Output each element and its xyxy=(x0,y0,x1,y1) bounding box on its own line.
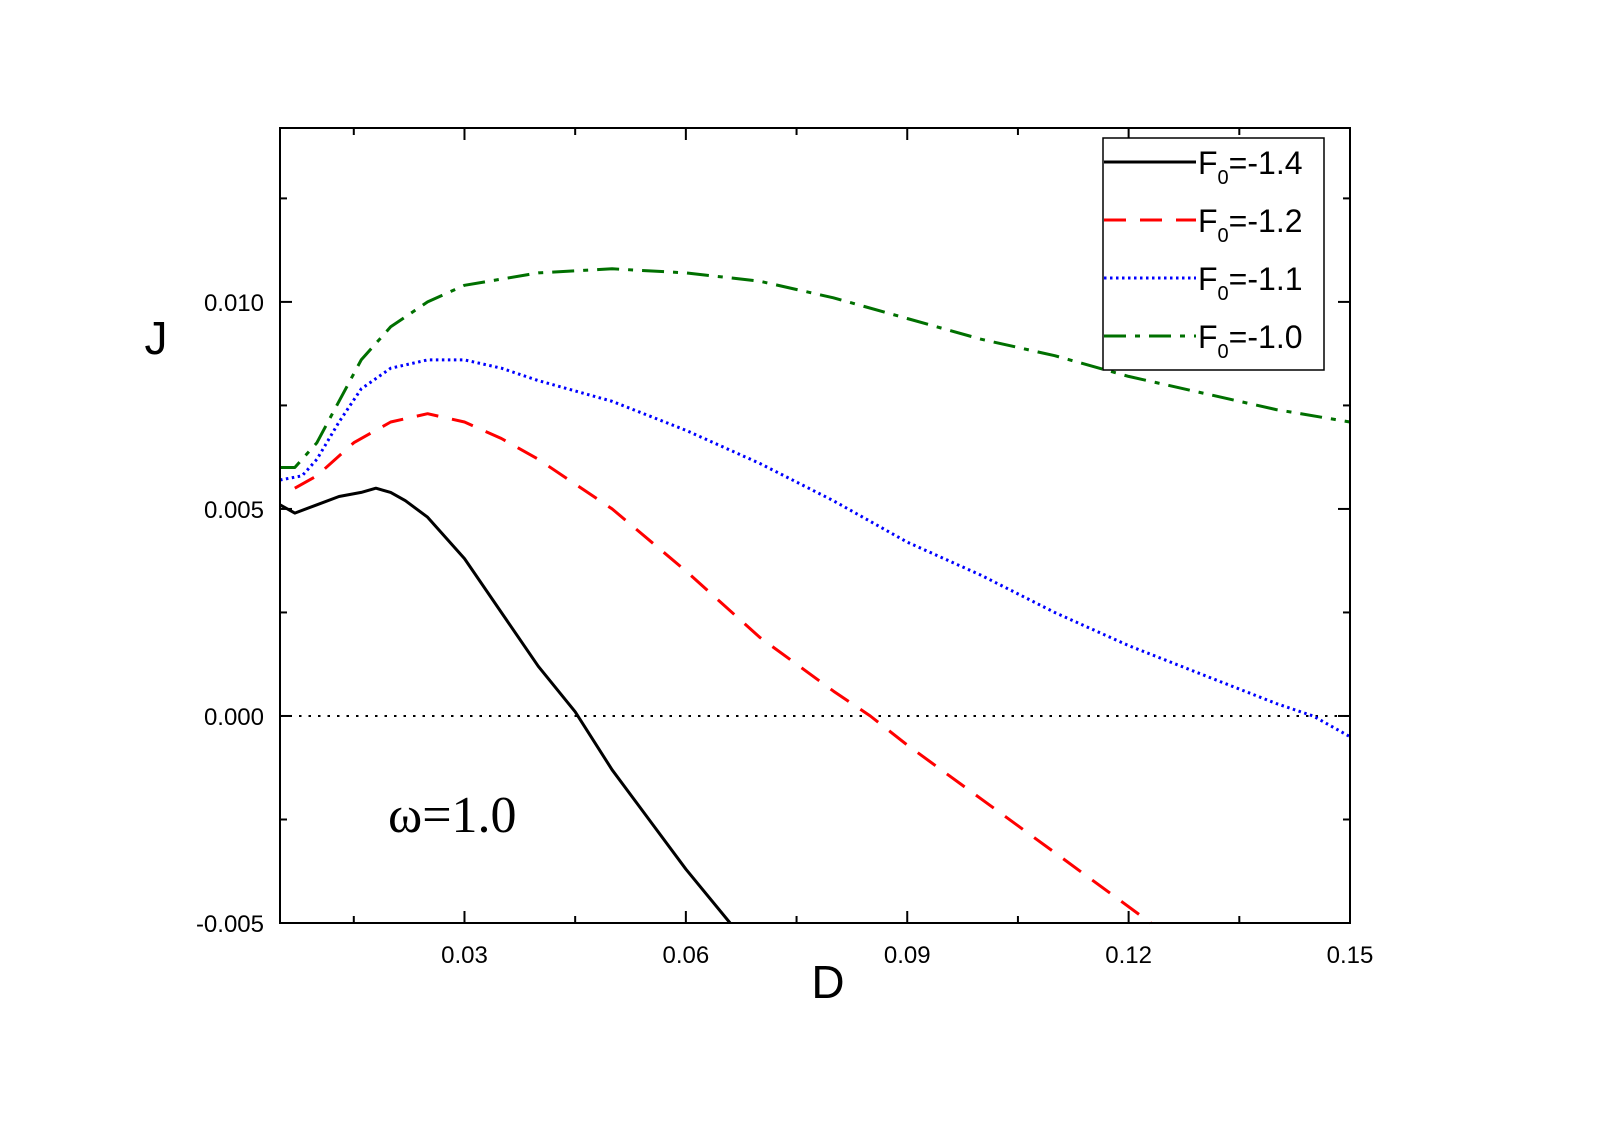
series-line-1 xyxy=(279,486,732,924)
x-tick-label: 0.03 xyxy=(441,942,488,969)
x-tick-label: 0.09 xyxy=(884,942,931,969)
x-tick-label: 0.12 xyxy=(1105,942,1152,969)
legend: F0=-1.4 F0=-1.2 F0=-1.1 F0=-1.0 xyxy=(1102,137,1325,371)
ticks-layer: 0.03 0.06 0.09 0.12 0.15 -0.005 0.000 0.005 0.01… xyxy=(196,128,1373,969)
legend-label-1: F0=-1.4 xyxy=(1198,145,1303,189)
x-tick-label: 0.15 xyxy=(1327,942,1374,969)
y-tick-label: 0.010 xyxy=(204,290,264,317)
y-tick-label: -0.005 xyxy=(196,911,264,938)
y-tick-label: 0.000 xyxy=(204,704,264,731)
y-axis-title: J xyxy=(145,312,168,364)
legend-label-4: F0=-1.0 xyxy=(1198,319,1303,363)
series-line-4 xyxy=(280,267,1351,469)
y-tick-label: 0.005 xyxy=(204,497,264,524)
series-line-2 xyxy=(294,412,1152,925)
legend-label-2: F0=-1.2 xyxy=(1198,203,1303,247)
series-layer xyxy=(279,267,1351,925)
legend-box xyxy=(1102,137,1325,371)
x-tick-label: 0.06 xyxy=(663,942,710,969)
series-line-3 xyxy=(279,358,1351,739)
plot-frame xyxy=(279,127,1351,924)
annotation-omega: ω=1.0 xyxy=(388,787,517,844)
legend-label-3: F0=-1.1 xyxy=(1198,261,1303,305)
x-axis-title: D xyxy=(811,956,844,1008)
